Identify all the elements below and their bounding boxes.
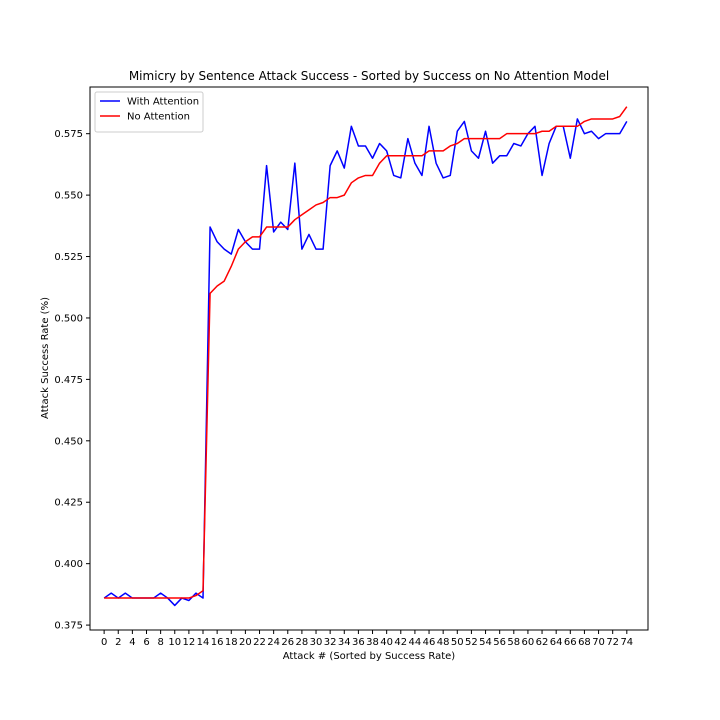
x-tick-label: 24	[267, 637, 280, 648]
x-tick-label: 68	[578, 637, 591, 648]
legend: With Attention No Attention	[94, 91, 204, 133]
x-tick-label: 0	[101, 637, 107, 648]
legend-label: No Attention	[127, 112, 190, 123]
x-tick-label: 64	[550, 637, 563, 648]
y-tick-label: 0.375	[54, 621, 83, 632]
x-tick-label: 34	[338, 637, 351, 648]
x-tick-label: 20	[239, 637, 252, 648]
series-line-no-attention	[104, 106, 628, 599]
y-tick-label: 0.400	[54, 559, 83, 570]
x-tick-label: 74	[620, 637, 633, 648]
chart-title: Mimicry by Sentence Attack Success - Sor…	[129, 69, 609, 83]
x-tick-label: 6	[143, 637, 149, 648]
y-tick-label: 0.525	[54, 252, 83, 263]
y-axis: 0.375 0.400 0.425 0.450 0.475 0.500 0.525 0.550…	[54, 129, 90, 632]
x-tick-label: 12	[183, 637, 196, 648]
x-tick-label: 46	[423, 637, 436, 648]
legend-label: With Attention	[127, 97, 199, 108]
x-tick-label: 18	[225, 637, 238, 648]
x-tick-label: 48	[437, 637, 450, 648]
x-axis: 0 2 4 6 8 10 12 14 16 18 20 22 24 26 28 30 32 34 36 38 40 42 4…	[101, 630, 633, 648]
x-tick-label: 42	[394, 637, 407, 648]
x-tick-label: 44	[409, 637, 422, 648]
x-tick-label: 16	[211, 637, 224, 648]
x-tick-label: 56	[493, 637, 506, 648]
x-tick-label: 50	[451, 637, 464, 648]
x-tick-label: 36	[352, 637, 365, 648]
x-tick-label: 66	[564, 637, 577, 648]
y-tick-label: 0.500	[54, 313, 83, 324]
x-tick-label: 62	[536, 637, 549, 648]
series-line-with-attention	[103, 118, 628, 607]
x-tick-label: 22	[253, 637, 266, 648]
plot-frame	[89, 86, 649, 631]
x-tick-label: 32	[324, 637, 337, 648]
x-tick-label: 10	[168, 637, 181, 648]
x-tick-label: 30	[310, 637, 323, 648]
y-tick-label: 0.450	[54, 436, 83, 447]
series-layer	[103, 106, 628, 607]
x-tick-label: 14	[197, 637, 210, 648]
x-tick-label: 58	[507, 637, 520, 648]
y-tick-label: 0.425	[54, 498, 83, 509]
y-tick-label: 0.475	[54, 375, 83, 386]
x-tick-label: 26	[281, 637, 294, 648]
x-tick-label: 28	[296, 637, 309, 648]
x-tick-label: 4	[129, 637, 135, 648]
y-tick-label: 0.575	[54, 129, 83, 140]
x-axis-label: Attack # (Sorted by Success Rate)	[283, 651, 456, 662]
legend-box	[94, 91, 204, 133]
x-tick-label: 38	[366, 637, 379, 648]
x-tick-label: 52	[465, 637, 478, 648]
x-tick-label: 2	[115, 637, 121, 648]
x-tick-label: 40	[380, 637, 393, 648]
y-axis-label: Attack Success Rate (%)	[40, 297, 51, 419]
x-tick-label: 72	[606, 637, 619, 648]
x-tick-label: 70	[592, 637, 605, 648]
y-tick-label: 0.550	[54, 191, 83, 202]
x-tick-label: 8	[157, 637, 163, 648]
x-tick-label: 60	[522, 637, 535, 648]
x-tick-label: 54	[479, 637, 492, 648]
